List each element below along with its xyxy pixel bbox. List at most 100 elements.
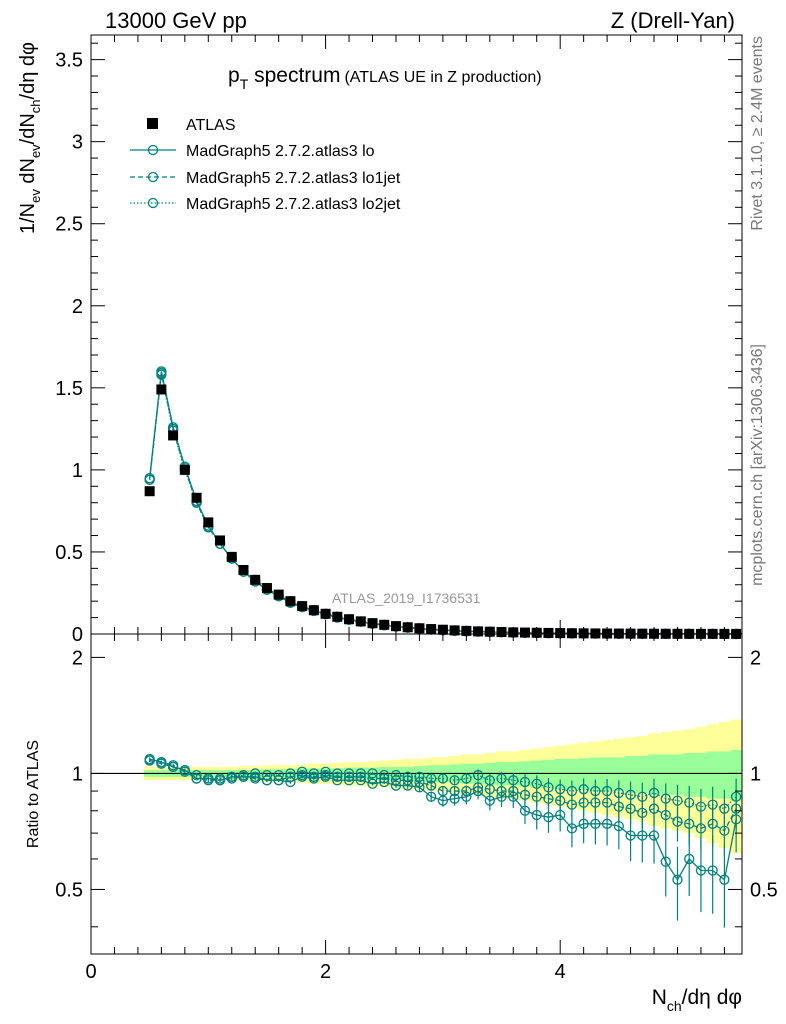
main-ytick-label: 3.5 xyxy=(55,50,83,72)
main-point-atlas xyxy=(308,605,319,616)
ratio-point-dotted xyxy=(566,785,578,797)
ratio-point-dotted xyxy=(332,768,343,779)
ratio-point-solid xyxy=(601,818,613,829)
legend-marker-lo2jet xyxy=(147,197,159,209)
main-panel: 0 0.5 1 1.5 2 2.5 3 3.5 pT spectrum (ATLAS UE in… xyxy=(17,34,743,646)
main-point-atlas xyxy=(215,535,226,546)
main-point-atlas xyxy=(156,384,167,395)
main-point-atlas xyxy=(402,622,413,633)
title-note: (ATLAS UE in Z production) xyxy=(344,69,541,86)
ratio-xtick-label: 2 xyxy=(320,961,331,983)
ratio-point-dotted xyxy=(484,775,495,786)
ratio-band-inner xyxy=(554,758,567,790)
ratio-point-dotted xyxy=(508,775,519,786)
main-point-atlas xyxy=(355,616,366,627)
main-point-atlas xyxy=(367,618,378,629)
legend-label-lo2jet: MadGraph5 2.7.2.atlas3 lo2jet xyxy=(186,196,401,213)
ratio-point-solid xyxy=(684,853,695,865)
main-point-atlas xyxy=(285,596,296,607)
title-sub: T xyxy=(240,76,249,92)
legend-marker-lo1jet xyxy=(147,171,159,183)
ratio-point-dotted xyxy=(214,773,226,784)
ratio-panel: 0.5 0.5 1 1 2 2 0 2 4 Ratio to ATLAS Nch/dη dφ xyxy=(25,633,778,1014)
ratio-point-dotted xyxy=(296,766,308,777)
ratio-ytick-label-right: 0.5 xyxy=(750,879,778,901)
legend-label-lo1jet: MadGraph5 2.7.2.atlas3 lo1jet xyxy=(186,170,401,187)
main-point-atlas xyxy=(344,614,355,625)
main-point-atlas xyxy=(191,492,202,503)
legend-marker-atlas xyxy=(147,118,158,129)
ratio-point-dotted xyxy=(226,771,237,782)
ratio-point-dotted xyxy=(590,785,601,797)
ratio-point-solid xyxy=(613,820,624,832)
ratio-frame xyxy=(90,633,743,955)
main-ytick-label: 2.5 xyxy=(55,214,83,236)
ratio-point-solid xyxy=(695,865,707,876)
ratio-point-dotted xyxy=(355,768,366,779)
main-ytick-label: 3 xyxy=(72,132,83,154)
main-point-atlas xyxy=(261,583,272,594)
ratio-point-dotted xyxy=(684,797,695,808)
ratio-ytick-label: 2 xyxy=(72,647,83,669)
ratio-point-dotted xyxy=(449,775,460,786)
ratio-point-dotted xyxy=(308,768,320,779)
ratio-point-dashed xyxy=(496,785,507,797)
ratio-point-dotted xyxy=(519,776,531,788)
main-ytick-label: 0.5 xyxy=(55,542,83,564)
main-point-atlas xyxy=(332,611,343,622)
ratio-point-dotted xyxy=(672,795,683,806)
ratio-ytick-label: 1 xyxy=(72,763,83,785)
main-point-atlas xyxy=(590,628,601,639)
analysis-label: ATLAS_2019_I1736531 xyxy=(332,590,481,606)
ratio-point-dotted xyxy=(461,773,472,784)
ratio-point-dashed xyxy=(437,785,449,797)
ratio-band-inner xyxy=(601,757,614,792)
title-main: p xyxy=(228,64,240,87)
ratio-point-dotted xyxy=(261,769,273,781)
ratio-band-inner xyxy=(577,758,591,791)
ratio-xtick-label: 4 xyxy=(555,961,566,983)
ratio-point-dashed xyxy=(519,789,531,800)
energy-label: 13000 GeV pp xyxy=(105,8,247,33)
ratio-point-solid xyxy=(519,805,531,816)
ratio-point-solid xyxy=(707,865,718,876)
ratio-point-solid xyxy=(578,818,589,829)
ratio-point-dotted xyxy=(578,784,589,795)
process-label: Z (Drell-Yan) xyxy=(611,8,735,33)
ratio-point-solid xyxy=(660,856,671,867)
ratio-point-solid xyxy=(672,874,683,885)
main-ytick-label: 1 xyxy=(72,460,83,482)
ratio-point-dotted xyxy=(179,764,190,776)
ratio-point-dotted xyxy=(426,773,437,784)
main-point-atlas xyxy=(203,517,214,528)
legend-label-lo: MadGraph5 2.7.2.atlas3 lo xyxy=(186,143,375,160)
main-point-atlas xyxy=(566,628,577,639)
ratio-point-dotted xyxy=(472,769,484,781)
ratio-point-dotted xyxy=(203,773,214,784)
ratio-point-dotted xyxy=(648,787,660,799)
ratio-point-solid xyxy=(719,874,730,885)
legend-marker-lo xyxy=(147,144,159,156)
ratio-band-inner xyxy=(648,754,661,795)
main-point-atlas xyxy=(168,430,179,441)
main-point-atlas xyxy=(496,627,507,638)
ratio-point-dotted xyxy=(285,768,296,779)
main-point-atlas xyxy=(226,551,237,562)
ratio-band-inner xyxy=(718,751,731,799)
ratio-point-dotted xyxy=(379,769,390,781)
ratio-band-inner xyxy=(589,757,602,792)
ratio-point-dotted xyxy=(320,766,331,777)
ratio-point-dotted xyxy=(390,769,402,781)
ratio-band-inner xyxy=(624,755,637,793)
ratio-point-solid xyxy=(543,812,554,823)
ratio-point-solid xyxy=(531,809,542,821)
main-point-atlas xyxy=(449,625,460,636)
ratio-point-solid xyxy=(625,830,636,841)
ratio-point-dotted xyxy=(637,791,648,802)
ratio-band-inner xyxy=(542,759,555,789)
ratio-point-dotted xyxy=(496,773,507,784)
ratio-point-dotted xyxy=(719,803,730,814)
ratio-point-dotted xyxy=(191,769,202,781)
ratio-point-solid xyxy=(637,830,648,841)
